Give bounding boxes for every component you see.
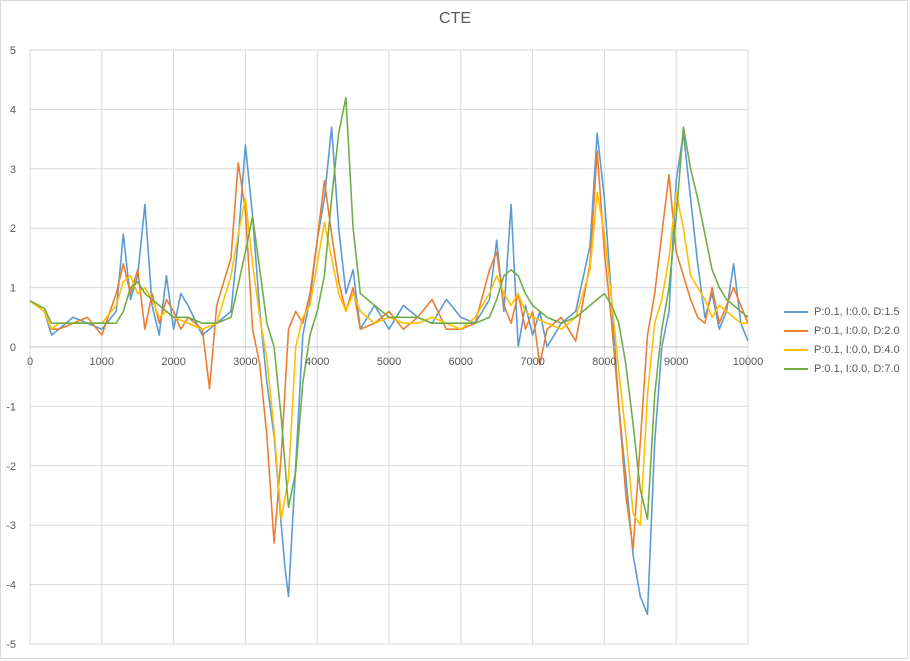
x-tick-label: 1000	[90, 356, 114, 368]
y-tick-label: -2	[6, 461, 16, 473]
legend-swatch	[784, 310, 808, 313]
legend-swatch	[784, 367, 808, 370]
y-tick-label: -4	[6, 580, 16, 592]
x-tick-label: 5000	[377, 356, 401, 368]
x-tick-label: 2000	[161, 356, 185, 368]
legend-item-2: P:0.1, I:0.0, D:2.0	[784, 321, 900, 340]
legend-label: P:0.1, I:0.0, D:1.5	[814, 305, 900, 318]
legend-swatch	[784, 348, 808, 351]
y-tick-label: -5	[6, 639, 16, 651]
y-tick-label: 4	[10, 104, 16, 116]
y-tick-label: -3	[6, 520, 16, 532]
x-tick-label: 7000	[520, 356, 544, 368]
legend-label: P:0.1, I:0.0, D:2.0	[814, 324, 900, 337]
x-tick-label: 4000	[305, 356, 329, 368]
series-line-4	[29, 96, 749, 521]
legend-item-1: P:0.1, I:0.0, D:1.5	[784, 302, 900, 321]
y-tick-label: 2	[10, 223, 16, 235]
legend-item-3: P:0.1, I:0.0, D:4.0	[784, 340, 900, 359]
legend-swatch	[784, 329, 808, 332]
chart-legend: P:0.1, I:0.0, D:1.5 P:0.1, I:0.0, D:2.0 P:…	[784, 302, 900, 378]
y-tick-label: -1	[6, 401, 16, 413]
x-tick-label: 10000	[733, 356, 764, 368]
chart-title: CTE	[439, 10, 471, 27]
series-line-2	[29, 150, 749, 550]
y-tick-label: 0	[10, 342, 16, 354]
y-tick-label: 5	[10, 45, 16, 57]
x-tick-label: 3000	[233, 356, 257, 368]
legend-label: P:0.1, I:0.0, D:7.0	[814, 362, 900, 375]
legend-item-4: P:0.1, I:0.0, D:7.0	[784, 359, 900, 378]
x-tick-label: 9000	[664, 356, 688, 368]
x-tick-label: 0	[27, 356, 33, 368]
x-tick-label: 6000	[449, 356, 473, 368]
y-tick-label: 3	[10, 164, 16, 176]
y-tick-label: 1	[10, 283, 16, 295]
legend-label: P:0.1, I:0.0, D:4.0	[814, 343, 900, 356]
x-tick-label: 8000	[592, 356, 616, 368]
